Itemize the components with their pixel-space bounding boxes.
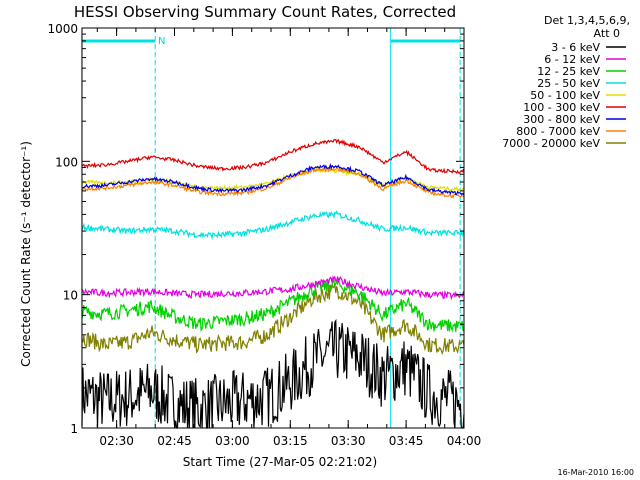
- x-tick-label: 04:00: [447, 434, 482, 448]
- series-7000-20000-kev: [81, 282, 465, 355]
- legend-label: 25 - 50 keV: [537, 77, 600, 90]
- x-tick-label: 02:30: [99, 434, 134, 448]
- legend-label: 300 - 800 keV: [523, 113, 600, 126]
- flag-label: N: [158, 36, 165, 47]
- legend-label: 50 - 100 keV: [530, 89, 600, 102]
- series-100-300-kev: [81, 138, 465, 174]
- axes: 02:30 02:45 03:00 03:15 03:30 03:45 04:00 1 10 10…: [47, 22, 481, 448]
- x-tick-label: 03:30: [331, 434, 366, 448]
- x-tick-label: 02:45: [157, 434, 192, 448]
- y-tick-label: 1: [70, 422, 78, 436]
- y-tick-label: 10: [63, 289, 78, 303]
- legend-header-line1: Det 1,3,4,5,6,9,: [544, 14, 630, 27]
- plot-frame: [81, 27, 465, 429]
- legend-label: 100 - 300 keV: [523, 101, 600, 114]
- series-6-12-kev: [81, 275, 465, 301]
- series-800-7000-kev: [81, 165, 465, 200]
- y-tick-label: 100: [55, 155, 78, 169]
- legend-label: 800 - 7000 keV: [516, 125, 600, 138]
- series-12-25-kev: [81, 277, 465, 333]
- legend-header-line2: Att 0: [594, 27, 620, 40]
- plot-area: [81, 28, 465, 429]
- series-3-6-kev: [81, 318, 465, 429]
- x-tick-label: 03:45: [389, 434, 424, 448]
- legend-label: 3 - 6 keV: [551, 41, 600, 54]
- x-tick-label: 03:00: [215, 434, 250, 448]
- series-25-50-kev: [81, 210, 465, 240]
- series-300-800-kev: [81, 162, 465, 196]
- footer-date: 16-Mar-2010 16:00: [558, 468, 635, 477]
- x-axis-label: Start Time (27-Mar-05 02:21:02): [183, 455, 377, 469]
- y-tick-label: 1000: [47, 22, 78, 36]
- legend-label: 7000 - 20000 keV: [502, 137, 600, 150]
- legend-label: 6 - 12 keV: [544, 53, 600, 66]
- x-tick-label: 03:15: [273, 434, 308, 448]
- chart-title: HESSI Observing Summary Count Rates, Cor…: [74, 3, 456, 21]
- y-axis-label: Corrected Count Rate (s⁻¹ detector⁻¹): [19, 141, 33, 367]
- legend-label: 12 - 25 keV: [537, 65, 600, 78]
